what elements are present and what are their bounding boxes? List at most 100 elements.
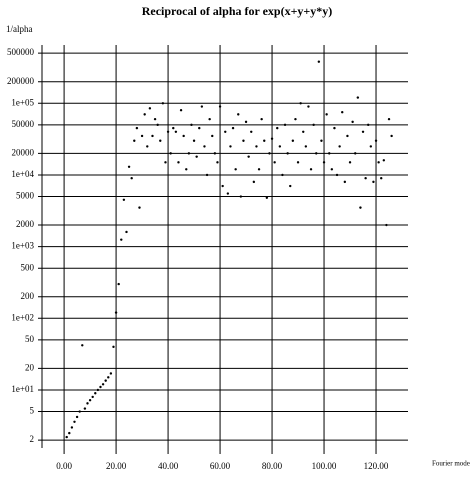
y-tick-label: 2 [30,434,35,444]
chart-title: Reciprocal of alpha for exp(x+y+y*y) [142,4,333,18]
point [109,372,113,375]
y-tick-label: 200 [21,291,35,301]
point [242,139,245,142]
point [356,96,360,99]
point [278,145,282,148]
y-tick-label: 1e+03 [11,241,34,251]
point [250,130,253,133]
point [289,184,292,188]
point [224,130,227,133]
y-tick-label: 5000 [16,191,35,201]
point [179,109,183,112]
point [333,126,336,130]
point [351,120,354,124]
point [135,126,139,130]
point [172,126,175,130]
point [143,113,146,116]
point [107,376,110,379]
point [369,145,373,148]
x-tick-label: 40.00 [158,461,179,471]
y-tick-label: 500 [21,262,35,272]
point [70,426,74,429]
point [294,117,297,121]
point [380,177,383,180]
point [364,177,367,180]
x-tick-label: 80.00 [262,461,283,471]
point [65,435,68,439]
point [104,379,107,382]
point [270,137,274,140]
point [359,206,362,209]
point [174,130,178,133]
point [208,117,211,121]
point [112,345,115,349]
point [86,402,89,405]
point [164,161,167,164]
point [94,392,97,395]
point [169,152,172,155]
point [190,123,193,127]
point [153,117,157,121]
point [260,117,263,121]
point [255,145,258,148]
y-tick-label: 2000 [16,219,35,229]
point [185,168,188,171]
y-tick-label: 1e+05 [11,97,34,107]
point [101,383,105,386]
point [299,102,302,105]
point [182,134,185,138]
point [159,139,162,142]
point [281,173,284,177]
point [346,134,349,138]
x-tick-label: 120.00 [364,461,389,471]
point [138,206,141,209]
point [263,139,266,142]
point [335,173,339,177]
point [130,177,133,180]
point [83,407,87,410]
point [367,123,370,127]
point [374,139,378,142]
x-tick-label: 20.00 [106,461,127,471]
point [177,161,180,164]
point [312,123,315,127]
point [161,102,165,105]
point [309,168,313,171]
point [127,165,131,168]
point [237,113,240,116]
point [385,223,388,227]
point [221,184,224,188]
y-tick-label: 1e+02 [11,312,34,322]
point [146,145,149,148]
point [348,161,352,164]
point [151,134,154,138]
point [304,145,308,148]
point [78,410,81,413]
y-tick-label: 200000 [7,76,35,86]
point [226,192,230,195]
point [200,105,204,108]
point [257,168,261,171]
point [88,398,92,402]
x-tick-label: 0.00 [56,461,72,471]
point [68,431,71,435]
x-tick-label: 60.00 [210,461,231,471]
point [247,155,250,158]
point [229,145,232,148]
point [216,161,219,164]
point [354,152,357,155]
y-axis-label: 1/alpha [6,24,33,34]
point [91,395,94,399]
point [133,139,136,142]
point [195,155,198,158]
point [317,60,321,63]
point [276,126,279,130]
point [114,311,118,314]
point [307,105,310,108]
point [75,415,79,419]
point [231,126,235,130]
point [244,120,248,124]
point [205,173,209,177]
point [390,134,393,138]
y-tick-label: 20000 [12,147,35,157]
